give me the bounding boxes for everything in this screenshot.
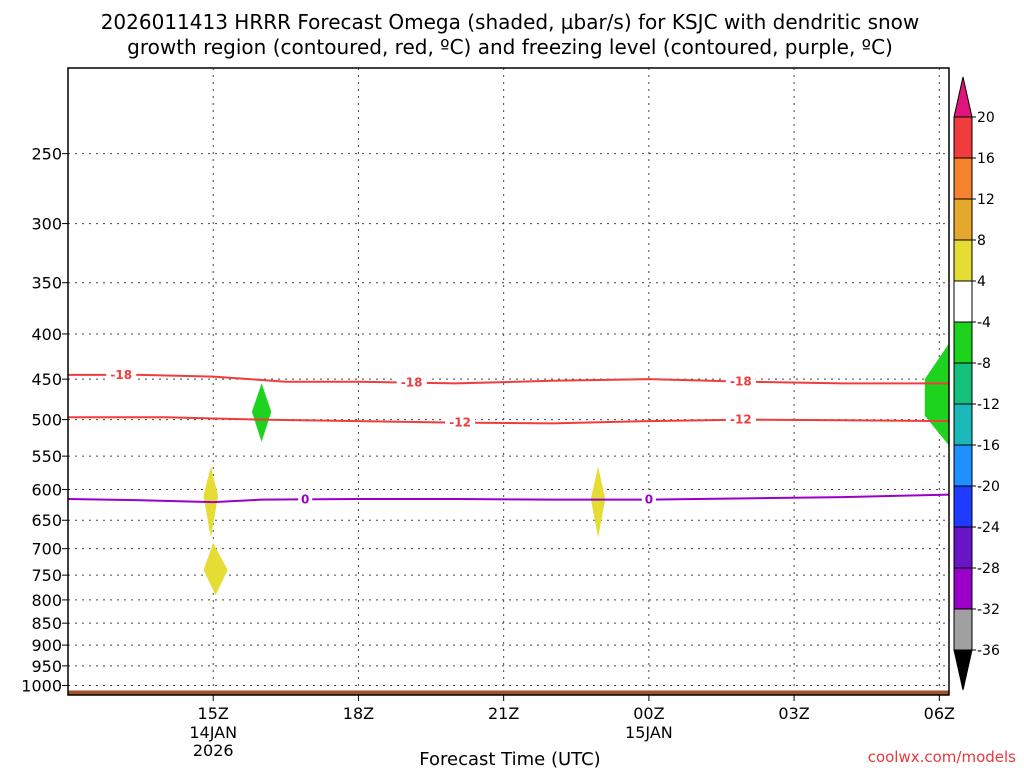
y-tick-label: 400 — [31, 325, 62, 344]
contour-label: 0 — [301, 492, 309, 506]
colorbar-level-label: -12 — [977, 397, 1000, 413]
omega-colorbar: 20 16 12 8 4 -4 -8 -12 -16 -20 -24 -28 -32 -36 — [953, 76, 1000, 691]
colorbar-bin — [953, 567, 973, 610]
y-tick-label: 300 — [31, 215, 62, 234]
colorbar-bin — [953, 362, 973, 405]
y-tick-label: 650 — [31, 511, 62, 530]
colorbar-bin — [953, 526, 973, 569]
credit-link[interactable]: coolwx.com/models — [868, 748, 1016, 766]
chart-title-line-2: growth region (contoured, red, ºC) and f… — [127, 35, 893, 59]
contour-label: -18 — [401, 376, 423, 390]
colorbar-bin — [953, 239, 973, 282]
contour-label-bg — [298, 492, 313, 507]
y-tick-label: 850 — [31, 614, 62, 633]
colorbar-bin — [953, 116, 973, 159]
colorbar-level-label: -4 — [977, 315, 991, 331]
x-tick-label: 00Z — [633, 704, 664, 723]
x-tick-label: 21Z — [488, 704, 519, 723]
contour-line — [68, 416, 950, 425]
colorbar-bin — [953, 280, 973, 323]
contour-label: -18 — [730, 375, 752, 389]
y-tick-label: 950 — [31, 657, 62, 676]
y-tick-label: 700 — [31, 540, 62, 559]
colorbar-level-label: -16 — [977, 438, 1000, 454]
contour-label: -12 — [449, 416, 471, 430]
colorbar-top-arrow — [953, 76, 973, 118]
colorbar-bin — [953, 157, 973, 200]
y-tick-label: 1000 — [21, 677, 62, 696]
colorbar-level-label: -24 — [977, 520, 1000, 536]
omega-shade-region — [203, 543, 228, 596]
plot-frame — [67, 67, 950, 696]
contour-label: -12 — [730, 413, 752, 427]
colorbar-level-label: 8 — [977, 233, 986, 249]
colorbar-level-label: -36 — [977, 643, 1000, 659]
colorbar-level-label: 20 — [977, 110, 995, 126]
x-tick-date: 14JAN — [189, 723, 237, 742]
omega-shade-region — [590, 466, 606, 538]
x-tick-date: 15JAN — [625, 723, 673, 742]
contour-line — [68, 373, 949, 385]
omega-shade-region — [251, 383, 272, 442]
temperature-contours: -18 -18 -18 -12 -12 0 0 — [67, 367, 950, 507]
x-axis-title: Forecast Time (UTC) — [419, 749, 600, 768]
terrain-surface — [68, 690, 949, 695]
x-tick-label: 06Z — [924, 704, 955, 723]
omega-shade-region — [924, 343, 949, 446]
colorbar-level-label: -28 — [977, 561, 1000, 577]
pressure-axis: 250 300 350 400 450 500 550 600 650 700 750 800 850 9… — [21, 145, 68, 696]
contour-label-bg — [641, 492, 656, 507]
colorbar-bin — [953, 608, 973, 651]
colorbar-level-label: -20 — [977, 479, 1000, 495]
colorbar-bin — [953, 198, 973, 241]
contour-label-bg — [445, 415, 476, 430]
contour-label-bg — [725, 412, 756, 427]
y-tick-label: 550 — [31, 447, 62, 466]
y-tick-label: 900 — [31, 636, 62, 655]
x-tick-label: 03Z — [778, 704, 809, 723]
colorbar-bin — [953, 321, 973, 364]
contour-label: -18 — [110, 368, 132, 382]
y-tick-label: 350 — [31, 274, 62, 293]
colorbar-level-label: 16 — [977, 151, 995, 167]
x-tick-label: 15Z — [198, 704, 229, 723]
colorbar-bin — [953, 403, 973, 446]
y-tick-label: 600 — [31, 481, 62, 500]
contour-label: 0 — [645, 493, 653, 507]
colorbar-level-label: 4 — [977, 274, 986, 290]
colorbar-bin — [953, 444, 973, 487]
colorbar-level-label: -8 — [977, 356, 991, 372]
y-tick-label: 750 — [31, 566, 62, 585]
y-tick-label: 500 — [31, 411, 62, 430]
y-tick-label: 450 — [31, 370, 62, 389]
x-tick-year: 2026 — [193, 741, 234, 760]
contour-label-bg — [396, 375, 427, 390]
chart-title-line-1: 2026011413 HRRR Forecast Omega (shaded, … — [101, 10, 920, 34]
y-tick-label: 800 — [31, 591, 62, 610]
contour-label-bg — [106, 367, 137, 382]
contour-label-bg — [725, 374, 756, 389]
y-tick-label: 250 — [31, 145, 62, 164]
colorbar-bin — [953, 485, 973, 528]
terrain-strip — [68, 690, 949, 695]
colorbar-level-label: 12 — [977, 192, 995, 208]
contour-line — [67, 493, 950, 504]
colorbar-level-label: -32 — [977, 602, 1000, 618]
colorbar-bottom-arrow — [953, 649, 973, 691]
x-tick-label: 18Z — [343, 704, 374, 723]
